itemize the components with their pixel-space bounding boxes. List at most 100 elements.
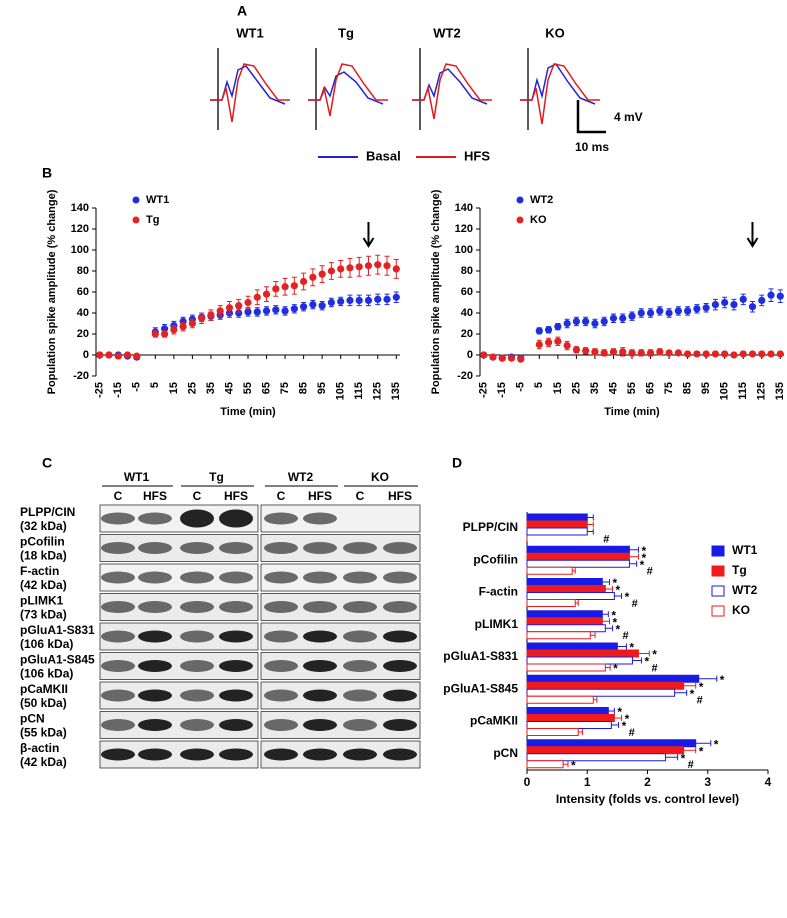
blot-band: [138, 601, 172, 613]
bar: [526, 592, 615, 600]
blot-band: [138, 542, 172, 554]
data-point: [364, 296, 373, 304]
lane-label: C: [356, 489, 365, 503]
x-axis-label: Time (min): [220, 406, 276, 418]
data-point: [318, 302, 326, 310]
comparison-label: #: [629, 727, 635, 739]
blot-band: [180, 689, 214, 702]
lane-label: HFS: [224, 489, 248, 503]
blot-band: [138, 630, 172, 643]
scale-bar: [576, 100, 606, 134]
bar: [526, 721, 612, 729]
x-tick-label: 15: [168, 382, 180, 394]
panel-label: A: [237, 3, 247, 19]
data-point: [489, 353, 497, 361]
legend-swatch: [711, 545, 725, 557]
blot-band: [180, 601, 214, 613]
data-point: [244, 308, 252, 316]
blot-band: [101, 630, 135, 643]
data-point: [114, 352, 122, 360]
row-size: (42 kDa): [20, 578, 67, 592]
error-bar: [614, 715, 623, 721]
data-point: [563, 319, 571, 328]
blot-band: [101, 512, 135, 525]
bar: [526, 520, 588, 529]
trace-basal: [520, 63, 596, 105]
data-point: [281, 283, 289, 291]
trace-basal: [308, 71, 384, 105]
blot-band: [343, 630, 377, 643]
error-bar: [605, 625, 614, 632]
data-point: [721, 350, 729, 358]
legend-label: KO: [732, 603, 750, 617]
blot-band: [303, 748, 337, 761]
data-point: [739, 295, 747, 303]
row-label: pCofilin: [20, 535, 65, 549]
significance: *: [616, 583, 621, 597]
significance: *: [690, 687, 695, 701]
x-tick-label: 15: [552, 382, 564, 394]
error-bar: [632, 657, 642, 664]
x-tick-label: 125: [372, 382, 384, 400]
blot-band: [264, 660, 298, 672]
category-label: pCofilin: [473, 552, 518, 566]
lane-label: HFS: [308, 489, 332, 503]
data-point: [730, 351, 738, 359]
blot-band: [383, 571, 417, 584]
data-point: [535, 340, 543, 349]
data-point: [309, 273, 317, 281]
data-point: [179, 323, 187, 331]
blot-band: [303, 542, 337, 554]
data-point: [582, 347, 590, 355]
x-tick-label: 125: [756, 382, 768, 400]
blot-band: [138, 689, 172, 702]
y-tick-label: 140: [455, 202, 473, 214]
data-point: [591, 319, 599, 328]
blot-band: [264, 512, 298, 525]
significance: *: [699, 680, 704, 694]
bar: [526, 559, 630, 568]
y-tick-label: -20: [457, 370, 473, 382]
x-tick-label: 75: [279, 382, 291, 394]
error-bar: [602, 579, 611, 585]
blot-band: [343, 748, 377, 761]
error-bar: [683, 747, 697, 754]
data-point: [776, 292, 784, 300]
bar: [526, 707, 609, 715]
data-point: [123, 351, 132, 359]
data-point: [684, 350, 692, 358]
x-tick-label: 5: [149, 382, 161, 388]
data-point: [637, 349, 645, 357]
data-point: [600, 317, 608, 325]
data-point: [337, 265, 345, 273]
data-point: [507, 354, 516, 362]
x-tick-label: -5: [131, 382, 143, 392]
trace-basal: [412, 68, 488, 105]
data-point: [776, 350, 784, 358]
bar: [526, 695, 594, 704]
error-bar: [695, 740, 712, 747]
error-bar: [683, 682, 697, 689]
trace-title: WT1: [236, 25, 263, 40]
data-point: [309, 301, 317, 309]
scale-label: 4 mV: [614, 110, 643, 124]
bar: [526, 617, 603, 626]
error-bar: [698, 675, 718, 682]
error-bar: [575, 600, 579, 606]
blot-band: [219, 630, 253, 643]
x-tick-label: 3: [704, 775, 711, 789]
data-point: [748, 303, 757, 311]
significance: *: [625, 712, 630, 726]
significance: *: [613, 662, 618, 676]
data-point: [517, 355, 525, 363]
bar: [526, 674, 700, 683]
significance: *: [641, 551, 646, 565]
blot-band: [138, 512, 172, 525]
data-point: [535, 327, 543, 335]
blot-band: [383, 660, 417, 672]
blot-band: [138, 748, 172, 761]
blot-band: [343, 571, 377, 584]
data-point: [674, 349, 682, 357]
blot-band: [101, 719, 135, 731]
bar: [526, 681, 685, 690]
